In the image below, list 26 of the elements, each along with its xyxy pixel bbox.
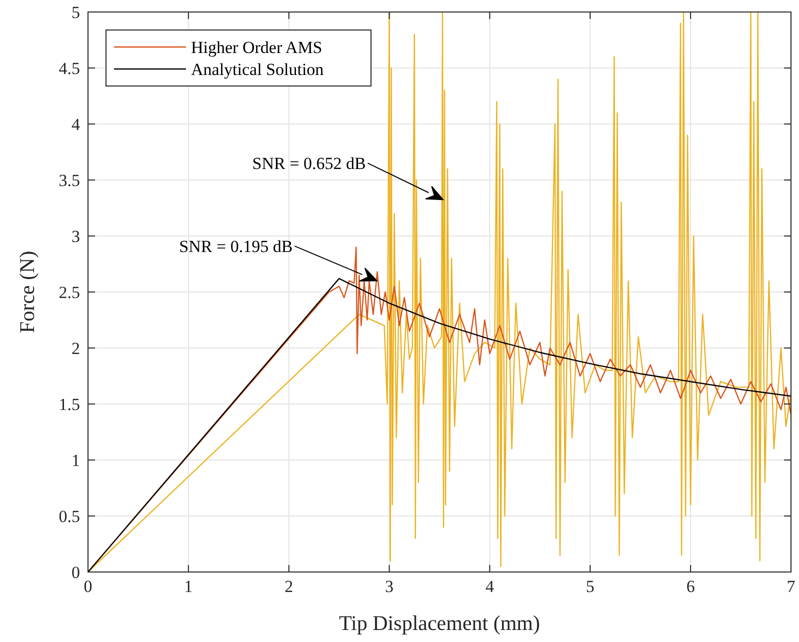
y-tick-label: 1	[72, 451, 80, 470]
x-tick-label: 1	[184, 577, 193, 596]
y-tick-label: 5	[72, 3, 80, 22]
y-tick-label: 2	[72, 339, 80, 358]
y-tick-label: 3.5	[58, 171, 80, 190]
annotation: SNR = 0.652 dB	[252, 154, 366, 174]
x-tick-label: 7	[786, 577, 796, 596]
legend-label: Analytical Solution	[191, 60, 324, 79]
x-tick-label: 4	[485, 577, 494, 596]
y-tick-label: 0.5	[58, 507, 80, 526]
y-tick-label: 4	[72, 115, 80, 134]
y-tick-label: 2.5	[58, 283, 80, 302]
x-tick-label: 0	[84, 577, 92, 596]
x-tick-label: 2	[284, 577, 294, 596]
x-tick-label: 3	[385, 577, 394, 596]
annotation: SNR = 0.195 dB	[179, 237, 293, 256]
x-tick-label: 5	[586, 577, 594, 596]
x-axis-title: Tip Displacement (mm)	[338, 611, 540, 635]
y-tick-label: 0	[72, 563, 80, 582]
legend-label: Higher Order AMS	[191, 38, 322, 57]
y-tick-label: 3	[72, 227, 80, 246]
y-tick-label: 4.5	[58, 59, 80, 78]
line-series	[88, 12, 791, 572]
x-tick-label: 6	[686, 577, 695, 596]
y-axis-title: Force (N)	[15, 250, 39, 334]
y-tick-label: 1.5	[58, 395, 80, 414]
